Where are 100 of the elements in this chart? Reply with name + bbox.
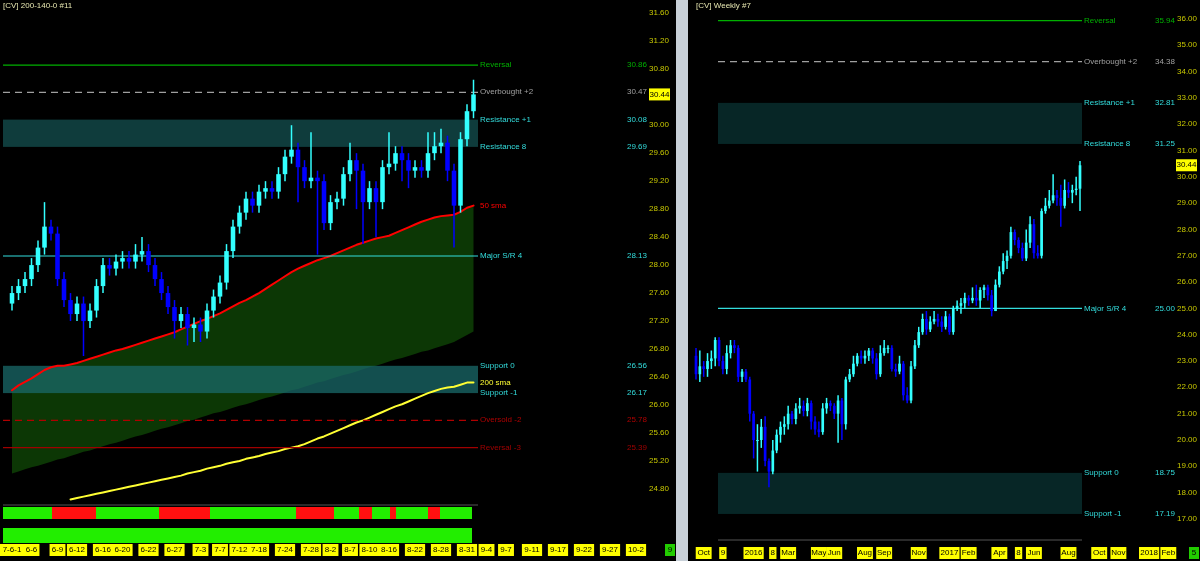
candlestick <box>948 312 951 336</box>
x-tick-label: 10-2 <box>627 545 645 555</box>
x-tick-label: Feb <box>961 548 977 558</box>
y-tick-label: 27.00 <box>1177 250 1198 260</box>
x-tick-label: 8-10 <box>361 545 379 555</box>
x-tick-label: 7-7 <box>214 545 227 555</box>
candlestick <box>802 399 805 418</box>
y-tick-label: 32.00 <box>1177 119 1198 129</box>
candlestick <box>706 352 709 378</box>
x-tick-label: Apr <box>993 548 1006 558</box>
text: 5 <box>1191 548 1197 558</box>
y-tick-label: 26.00 <box>1177 277 1198 287</box>
candlestick <box>139 236 145 263</box>
candlestick <box>81 295 86 357</box>
ref-line-label: Major S/R 4 <box>1084 303 1127 313</box>
text: 30.44 <box>1176 160 1198 170</box>
candlestick <box>185 306 190 347</box>
x-tick-label: 9-11 <box>524 545 541 555</box>
candlestick <box>126 250 132 270</box>
x-tick-label: Oct <box>697 548 711 558</box>
candlestick <box>779 420 782 444</box>
x-tick-label: 9-22 <box>575 545 593 555</box>
series-label: 200 sma <box>480 377 512 387</box>
candlestick <box>925 310 928 336</box>
band-label: Support 0 <box>480 360 516 370</box>
x-tick-label: 6-20 <box>114 545 132 555</box>
annotation: 17.19 <box>1154 509 1176 519</box>
x-tick-label: Feb <box>1161 548 1176 558</box>
candlestick <box>940 315 944 333</box>
y-tick-label: 25.60 <box>649 428 670 438</box>
candlestick <box>871 347 874 365</box>
candlestick <box>9 285 15 312</box>
x-tick-label: Aug <box>1061 548 1076 558</box>
candlestick <box>698 349 702 383</box>
candlestick <box>771 439 775 475</box>
candlestick <box>367 180 372 210</box>
x-tick-label: 8 <box>770 548 776 558</box>
candlestick <box>315 169 320 256</box>
x-tick-label: 7-24 <box>276 545 294 555</box>
y-tick-label: 17.00 <box>1177 514 1198 524</box>
ref-line-label: Reversal <box>480 60 512 70</box>
candlestick <box>42 201 47 256</box>
candlestick <box>289 124 294 165</box>
ref-line-label: Reversal <box>1084 15 1116 25</box>
candlestick <box>198 316 203 343</box>
chart-title: [CV] 200-140-0 #11 <box>3 1 73 11</box>
annotation: 28.13 <box>626 251 648 261</box>
candlestick <box>974 283 978 307</box>
candlestick <box>1044 197 1047 215</box>
x-tick-label: Nov <box>1111 548 1126 558</box>
candlestick <box>806 397 809 418</box>
ref-line-label: Overbought +2 <box>1084 56 1138 66</box>
candlestick <box>878 344 882 378</box>
y-tick-label: 30.80 <box>649 64 670 74</box>
candlestick <box>759 418 763 449</box>
x-tick-label: 6-9 <box>51 545 64 555</box>
candlestick <box>1017 236 1020 254</box>
x-tick-label: 9-4 <box>480 545 493 555</box>
y-tick-label: 29.20 <box>649 176 670 186</box>
annotation: 25.00 <box>1154 303 1176 313</box>
line-series <box>69 381 475 501</box>
candlestick <box>794 402 798 425</box>
y-tick-label: 29.00 <box>1177 198 1198 208</box>
y-tick-label: 24.00 <box>1177 329 1198 339</box>
ref-line-label: Oversold -2 <box>480 415 522 425</box>
x-tick-label: May <box>811 548 827 558</box>
x-tick-label: 2018 <box>1140 548 1159 558</box>
y-tick-label: 21.00 <box>1177 408 1198 418</box>
candlestick <box>902 360 905 402</box>
y-tick-label: 30.00 <box>649 120 670 130</box>
annotation: 25.39 <box>626 442 648 452</box>
annotation: Resistance 8 <box>480 141 527 151</box>
x-tick-label: 8-2 <box>324 545 337 555</box>
candlestick <box>250 190 255 214</box>
y-tick-label: 26.40 <box>649 372 670 382</box>
ref-line-label: Major S/R 4 <box>480 251 523 261</box>
candlestick <box>852 355 855 378</box>
x-tick-label: 6-12 <box>68 545 86 555</box>
y-tick-label: 27.60 <box>649 288 670 298</box>
x-tick-label: 8-22 <box>406 545 424 555</box>
candlestick <box>146 243 151 273</box>
y-tick-label: 28.00 <box>1177 224 1198 234</box>
y-tick-label: 28.40 <box>649 232 670 242</box>
candlestick <box>1021 241 1024 262</box>
candlestick <box>898 355 901 375</box>
annotation: Resistance 8 <box>1084 139 1131 149</box>
candlestick <box>276 166 281 200</box>
y-tick-label: 33.00 <box>1177 93 1198 102</box>
band-label: Support 0 <box>1084 468 1120 477</box>
candlestick <box>1067 181 1070 199</box>
chart-title: [CV] Weekly #7 <box>696 1 752 11</box>
candlestick <box>159 271 164 301</box>
annotation: 26.17 <box>626 388 648 398</box>
x-tick-label: Mar <box>781 548 796 558</box>
candlestick <box>1063 178 1066 210</box>
annotation: 29.69 <box>626 141 648 151</box>
candlestick <box>1059 183 1063 228</box>
candlestick <box>269 180 275 200</box>
annotation: 32.81 <box>1154 98 1176 107</box>
candlestick <box>990 289 994 318</box>
